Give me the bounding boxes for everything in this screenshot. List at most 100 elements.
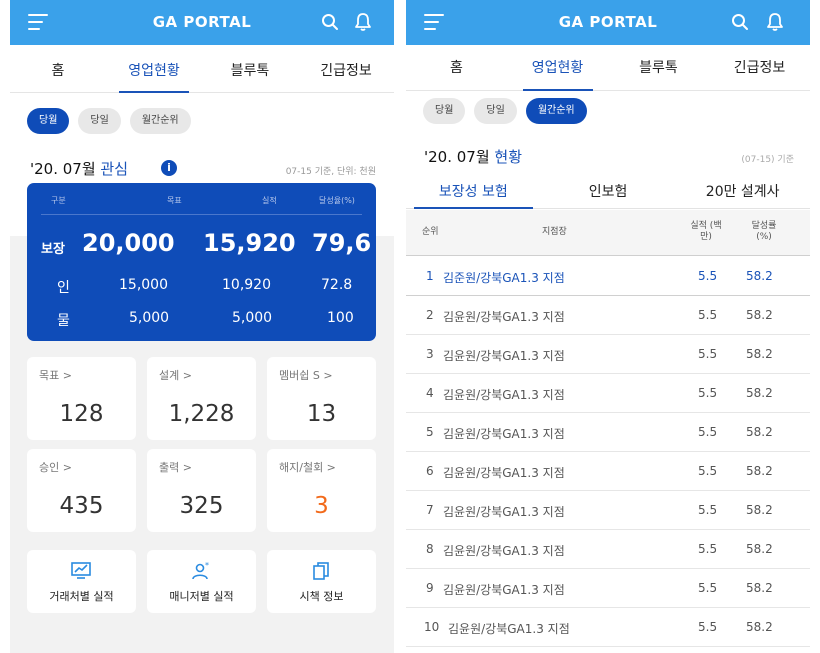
row-branch-name: 김윤원/강북GA1.3 지점: [443, 427, 565, 441]
hamburger-menu-icon[interactable]: [424, 14, 444, 30]
monitor-chart-icon: [71, 562, 91, 579]
row-rate: 58.2: [746, 464, 773, 478]
tab-sales-status[interactable]: 영업현황: [106, 45, 202, 92]
stat-cancellation[interactable]: 해지/철회 > 3: [267, 449, 376, 532]
summary-note: 07-15 기준, 단위: 천원: [285, 167, 376, 177]
ranking-table-header: 순위 지점장 실적 (백만) 달성률 (%): [406, 210, 810, 256]
row-actual: 15,920: [203, 229, 296, 257]
ranking-label: 현황: [494, 148, 523, 166]
menu-manager-performance[interactable]: * 매니저별 실적: [147, 550, 256, 613]
row-rank: 4: [426, 386, 434, 400]
table-row[interactable]: 8 김윤원/강북GA1.3 지점 5.5 58.2: [406, 530, 810, 569]
stat-approval[interactable]: 승인 > 435: [27, 449, 136, 532]
row-actual: 5.5: [698, 542, 718, 556]
row-rate: 58.2: [746, 308, 773, 322]
col-rate: 달성율(%): [319, 196, 355, 205]
stat-value: 1,228: [168, 401, 235, 427]
subtab-personal-insurance[interactable]: 인보험: [588, 184, 628, 200]
stat-value: 128: [59, 401, 104, 427]
tab-home[interactable]: 홈: [51, 63, 65, 79]
tab-bluetalk[interactable]: 블루톡: [639, 60, 678, 76]
table-row[interactable]: 6 김윤원/강북GA1.3 지점 5.5 58.2: [406, 452, 810, 491]
stat-design[interactable]: 설계 > 1,228: [147, 357, 256, 440]
chip-today[interactable]: 당일: [78, 108, 121, 134]
bell-icon[interactable]: [766, 12, 784, 32]
row-rate: 79,6: [312, 229, 372, 257]
row-branch-name: 김윤원/강북GA1.3 지점: [443, 349, 565, 363]
summary-title: '20. 07월 관심: [30, 158, 128, 179]
stat-target[interactable]: 목표 > 128: [27, 357, 136, 440]
ranking-heading: '20. 07월 현황 (07-15) 기준: [424, 146, 794, 166]
menu-client-performance[interactable]: 거래처별 실적: [27, 550, 136, 613]
tab-urgent-info[interactable]: 긴급정보: [733, 60, 786, 76]
tab-sales-status[interactable]: 영업현황: [507, 43, 608, 90]
menu-label: 거래처별 실적: [49, 590, 114, 603]
row-actual: 5.5: [698, 425, 718, 439]
row-branch-name: 김준원/강북GA1.3 지점: [443, 271, 565, 285]
table-row[interactable]: 9 김윤원/강북GA1.3 지점 5.5 58.2: [406, 569, 810, 608]
row-rate: 100: [327, 310, 354, 326]
table-row[interactable]: 10 김윤원/강북GA1.3 지점 5.5 58.2: [406, 608, 810, 647]
table-row[interactable]: 2 김윤원/강북GA1.3 지점 5.5 58.2: [406, 296, 810, 335]
row-label: 인: [57, 280, 70, 296]
chip-today[interactable]: 당일: [474, 98, 517, 124]
th-rank: 순위: [422, 227, 439, 237]
row-rank: 9: [426, 581, 434, 595]
tab-home[interactable]: 홈: [450, 60, 463, 76]
stat-label: 출력 >: [159, 461, 192, 474]
row-actual: 5.5: [698, 386, 718, 400]
row-target: 20,000: [82, 229, 175, 257]
row-rate: 72.8: [321, 277, 353, 293]
search-icon[interactable]: [321, 13, 339, 31]
person-star-icon: *: [192, 562, 209, 580]
col-category: 구분: [51, 196, 66, 205]
hamburger-menu-icon[interactable]: [28, 14, 48, 30]
row-actual: 5.5: [698, 269, 718, 283]
row-actual: 5,000: [232, 310, 273, 326]
chip-this-month[interactable]: 당월: [27, 108, 70, 134]
row-actual: 5.5: [698, 503, 718, 517]
table-row[interactable]: 5 김윤원/강북GA1.3 지점 5.5 58.2: [406, 413, 810, 452]
stat-membership[interactable]: 멤버쉽 S > 13: [267, 357, 376, 440]
table-row[interactable]: 7 김윤원/강북GA1.3 지점 5.5 58.2: [406, 491, 810, 530]
chip-monthly-rank[interactable]: 월간순위: [129, 108, 191, 134]
row-branch-name: 김윤원/강북GA1.3 지점: [443, 388, 565, 402]
app-title: GA PORTAL: [152, 13, 252, 31]
stat-label: 승인 >: [39, 461, 72, 474]
row-label: 보장: [41, 242, 65, 257]
table-row[interactable]: 4 김윤원/강북GA1.3 지점 5.5 58.2: [406, 374, 810, 413]
row-rate: 58.2: [746, 386, 773, 400]
app-header: GA PORTAL: [10, 0, 394, 45]
menu-label: 시책 정보: [299, 590, 344, 603]
chip-this-month[interactable]: 당월: [423, 98, 466, 124]
row-actual: 5.5: [698, 308, 718, 322]
documents-icon: [313, 562, 329, 580]
ranking-period: '20. 07월: [424, 148, 490, 166]
app-header: GA PORTAL: [406, 0, 810, 45]
table-row[interactable]: 3 김윤원/강북GA1.3 지점 5.5 58.2: [406, 335, 810, 374]
period-chips: 당월 당일 월간순위: [423, 98, 587, 124]
row-rate: 58.2: [746, 425, 773, 439]
bell-icon[interactable]: [354, 12, 372, 32]
monthly-ranking-screen: GA PORTAL 홈 영업현황 블루톡 긴급정보 당월 당일 월간순위 '20…: [406, 0, 810, 653]
search-icon[interactable]: [731, 13, 749, 31]
row-rate: 58.2: [746, 503, 773, 517]
tab-urgent-info[interactable]: 긴급정보: [320, 63, 372, 79]
chip-monthly-rank[interactable]: 월간순위: [525, 98, 587, 124]
row-actual: 10,920: [222, 277, 271, 293]
stat-print[interactable]: 출력 > 325: [147, 449, 256, 532]
row-actual: 5.5: [698, 464, 718, 478]
row-branch-name: 김윤원/강북GA1.3 지점: [443, 505, 565, 519]
subtab-protection-insurance[interactable]: 보장성 보험: [406, 172, 541, 209]
ranking-title: '20. 07월 현황: [424, 146, 794, 167]
row-rank: 3: [426, 347, 434, 361]
info-icon[interactable]: i: [161, 160, 177, 176]
row-rate: 58.2: [746, 347, 773, 361]
subtab-planner-200k[interactable]: 20만 설계사: [705, 184, 780, 200]
menu-policy-info[interactable]: 시책 정보: [267, 550, 376, 613]
stat-value: 435: [59, 493, 104, 519]
sales-overview-screen: GA PORTAL 홈 영업현황 블루톡 긴급정보 당월 당일 월간순위 '20…: [10, 0, 394, 653]
tab-bluetalk[interactable]: 블루톡: [230, 63, 270, 79]
table-row[interactable]: 1 김준원/강북GA1.3 지점 5.5 58.2: [406, 257, 810, 296]
